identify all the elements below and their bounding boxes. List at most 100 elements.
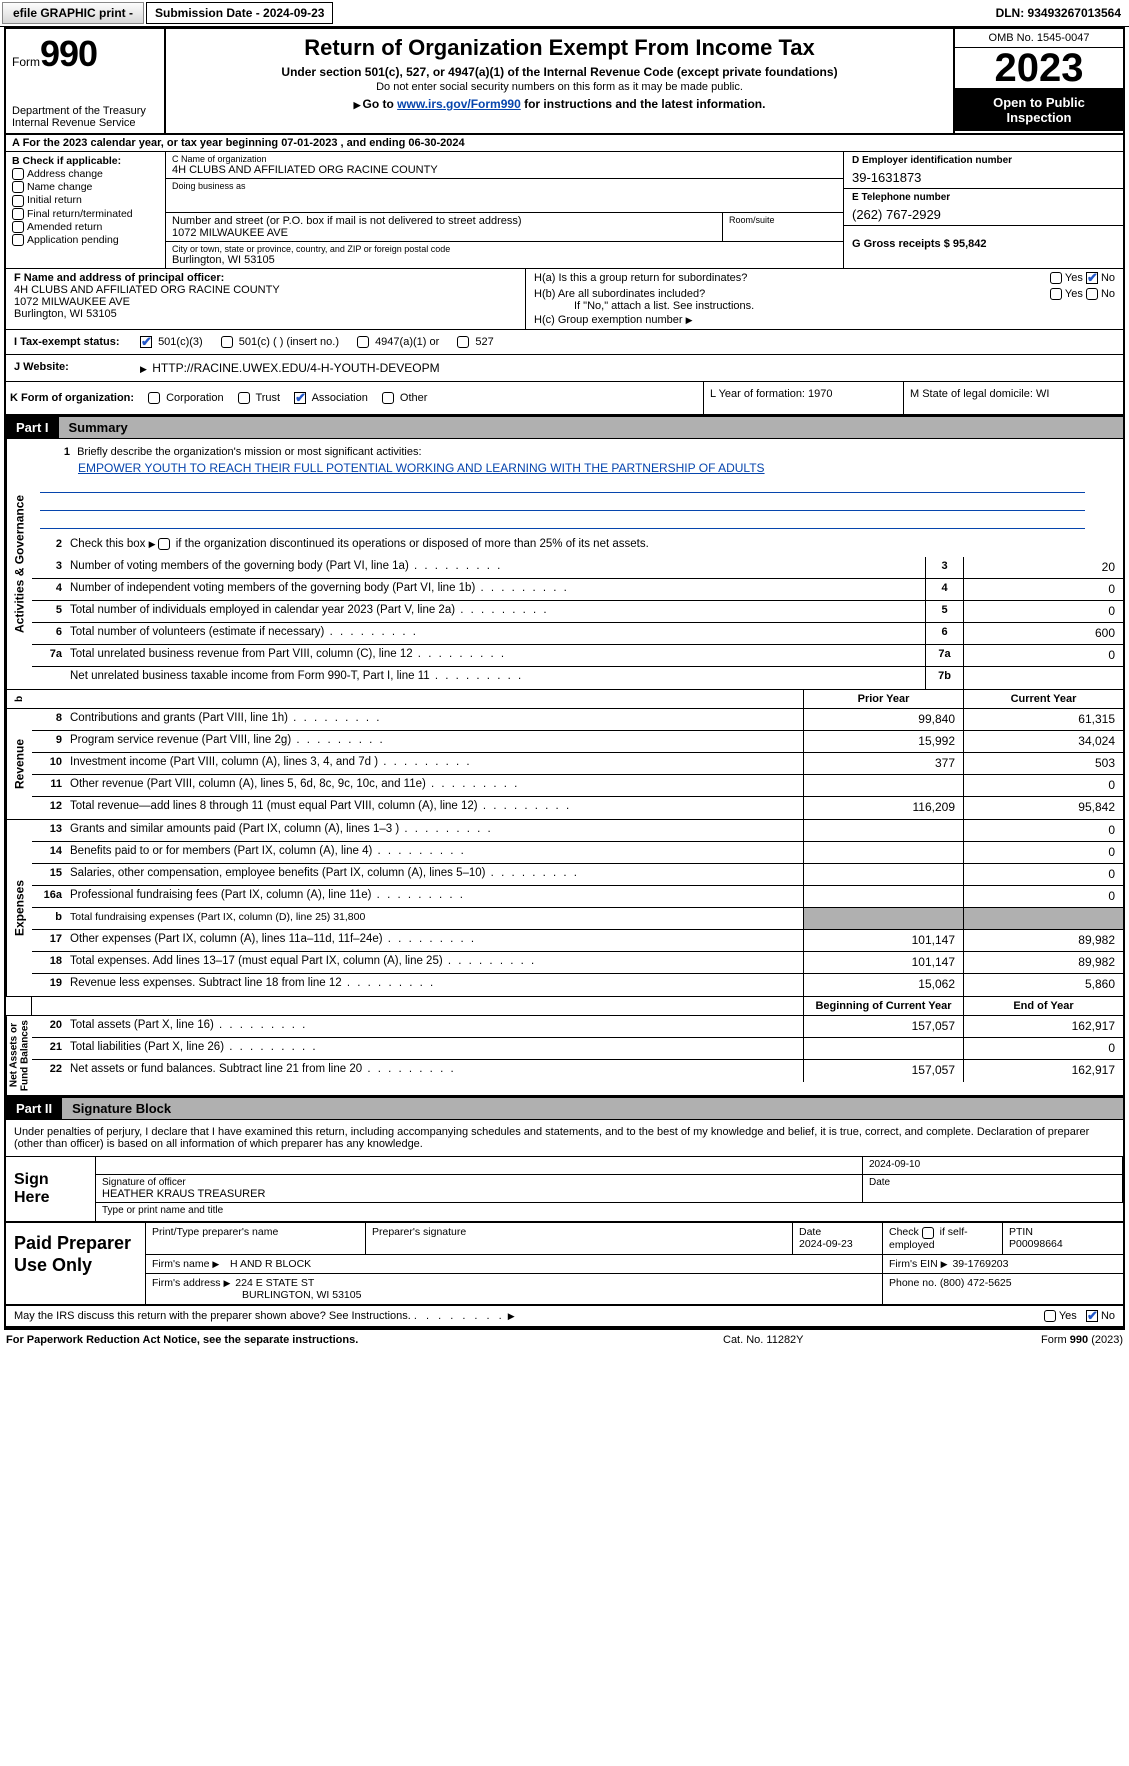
chk-4947[interactable] (357, 336, 369, 348)
ein-label: D Employer identification number (852, 155, 1115, 166)
room-suite-label: Room/suite (723, 213, 843, 241)
line-text: Revenue less expenses. Subtract line 18 … (66, 974, 803, 996)
line-box: 4 (925, 579, 963, 600)
irs-link[interactable]: www.irs.gov/Form990 (397, 97, 521, 111)
chk-self-employed[interactable] (922, 1227, 934, 1239)
ha-yes-lbl: Yes (1065, 272, 1083, 284)
year-formation: L Year of formation: 1970 (703, 382, 903, 414)
line-text: Net unrelated business taxable income fr… (66, 667, 925, 689)
line-prior: 101,147 (803, 952, 963, 973)
ha-yes[interactable] (1050, 272, 1062, 284)
line-current: 0 (963, 886, 1123, 907)
website-label: J Website: (6, 355, 136, 381)
hb-no-lbl: No (1101, 288, 1115, 300)
prior-year-hdr: Prior Year (803, 690, 963, 708)
phone-label: E Telephone number (852, 192, 1115, 203)
ha-no[interactable] (1086, 272, 1098, 284)
firm-phone-lbl: Phone no. (889, 1277, 937, 1289)
lbl-501c: 501(c) ( ) (insert no.) (239, 336, 339, 348)
line-box: 3 (925, 557, 963, 578)
firm-addr: 224 E STATE ST (235, 1277, 314, 1289)
chk-discontinued[interactable] (158, 538, 170, 550)
officer-name: 4H CLUBS AND AFFILIATED ORG RACINE COUNT… (14, 284, 517, 296)
sig-date: 2024-09-10 (863, 1157, 1123, 1174)
firm-name-lbl: Firm's name (152, 1258, 209, 1270)
type-name-label: Type or print name and title (96, 1203, 1123, 1218)
dept-treasury: Department of the Treasury Internal Reve… (12, 105, 158, 129)
chk-trust[interactable] (238, 392, 250, 404)
firm-phone: (800) 472-5625 (940, 1277, 1012, 1289)
vlabel-b: b (6, 690, 32, 708)
line-prior (803, 886, 963, 907)
submission-date: Submission Date - 2024-09-23 (146, 2, 333, 24)
line-text: Other revenue (Part VIII, column (A), li… (66, 775, 803, 796)
officer-city: Burlington, WI 53105 (14, 308, 517, 320)
lbl-4947: 4947(a)(1) or (375, 336, 439, 348)
vlabel-revenue: Revenue (6, 709, 32, 819)
line-text: Total assets (Part X, line 16) (66, 1016, 803, 1037)
lbl-corp: Corporation (166, 392, 223, 404)
lbl-initial-return: Initial return (27, 194, 82, 206)
discuss-no-lbl: No (1101, 1310, 1115, 1322)
line-prior: 377 (803, 753, 963, 774)
officer-addr: 1072 MILWAUKEE AVE (14, 296, 517, 308)
open-public-badge: Open to Public Inspection (955, 89, 1123, 131)
mission-text: EMPOWER YOUTH TO REACH THEIR FULL POTENT… (78, 461, 765, 475)
chk-corp[interactable] (148, 392, 160, 404)
chk-initial-return[interactable] (12, 195, 24, 207)
hb-no[interactable] (1086, 288, 1098, 300)
hb-note: If "No," attach a list. See instructions… (574, 300, 1115, 312)
sig-officer-label: Signature of officer (102, 1177, 856, 1188)
chk-amended[interactable] (12, 221, 24, 233)
line-text: Contributions and grants (Part VIII, lin… (66, 709, 803, 730)
discuss-no[interactable] (1086, 1310, 1098, 1322)
line-prior: 15,992 (803, 731, 963, 752)
chk-assoc[interactable] (294, 392, 306, 404)
hb-yes[interactable] (1050, 288, 1062, 300)
line-text: Program service revenue (Part VIII, line… (66, 731, 803, 752)
sign-here-label: Sign Here (6, 1157, 96, 1221)
header-subtitle: Under section 501(c), 527, or 4947(a)(1)… (174, 65, 945, 79)
discuss-yes[interactable] (1044, 1310, 1056, 1322)
form-id-block: Form990 Department of the Treasury Inter… (6, 29, 166, 133)
line-box: 7b (925, 667, 963, 689)
chk-527[interactable] (457, 336, 469, 348)
form-footer: Form 990 (2023) (923, 1334, 1123, 1346)
line-current: 5,860 (963, 974, 1123, 996)
line-text: Net assets or fund balances. Subtract li… (66, 1060, 803, 1082)
gross-receipts: G Gross receipts $ 95,842 (852, 238, 1115, 250)
ein-value: 39-1631873 (852, 166, 1115, 185)
form-org-label: K Form of organization: (10, 392, 134, 404)
chk-501c[interactable] (221, 336, 233, 348)
line-current: 34,024 (963, 731, 1123, 752)
chk-501c3[interactable] (140, 336, 152, 348)
line-value: 0 (963, 601, 1123, 622)
line-current: 0 (963, 775, 1123, 796)
uline (40, 495, 1085, 511)
line-prior: 101,147 (803, 930, 963, 951)
org-name-label: C Name of organization (172, 154, 837, 164)
line-current (963, 908, 1123, 929)
prep-sig-hdr: Preparer's signature (366, 1223, 793, 1253)
chk-address-change[interactable] (12, 168, 24, 180)
prep-name-hdr: Print/Type preparer's name (146, 1223, 366, 1253)
uline (40, 513, 1085, 529)
city-state-zip: Burlington, WI 53105 (172, 254, 837, 266)
sig-date-label: Date (863, 1175, 1123, 1202)
line-current: 0 (963, 1038, 1123, 1059)
chk-name-change[interactable] (12, 181, 24, 193)
line-current: 95,842 (963, 797, 1123, 819)
chk-app-pending[interactable] (12, 234, 24, 246)
line-prior (803, 1038, 963, 1059)
lbl-assoc: Association (312, 392, 368, 404)
line-text: Total number of individuals employed in … (66, 601, 925, 622)
efile-print-button[interactable]: efile GRAPHIC print - (2, 2, 144, 24)
chk-other[interactable] (382, 392, 394, 404)
uline (40, 477, 1085, 493)
line-text: Total liabilities (Part X, line 26) (66, 1038, 803, 1059)
mission-label: Briefly describe the organization's miss… (77, 446, 421, 458)
line-value: 600 (963, 623, 1123, 644)
chk-final-return[interactable] (12, 208, 24, 220)
firm-city: BURLINGTON, WI 53105 (242, 1289, 361, 1301)
sig-officer-name: HEATHER KRAUS TREASURER (102, 1188, 856, 1200)
